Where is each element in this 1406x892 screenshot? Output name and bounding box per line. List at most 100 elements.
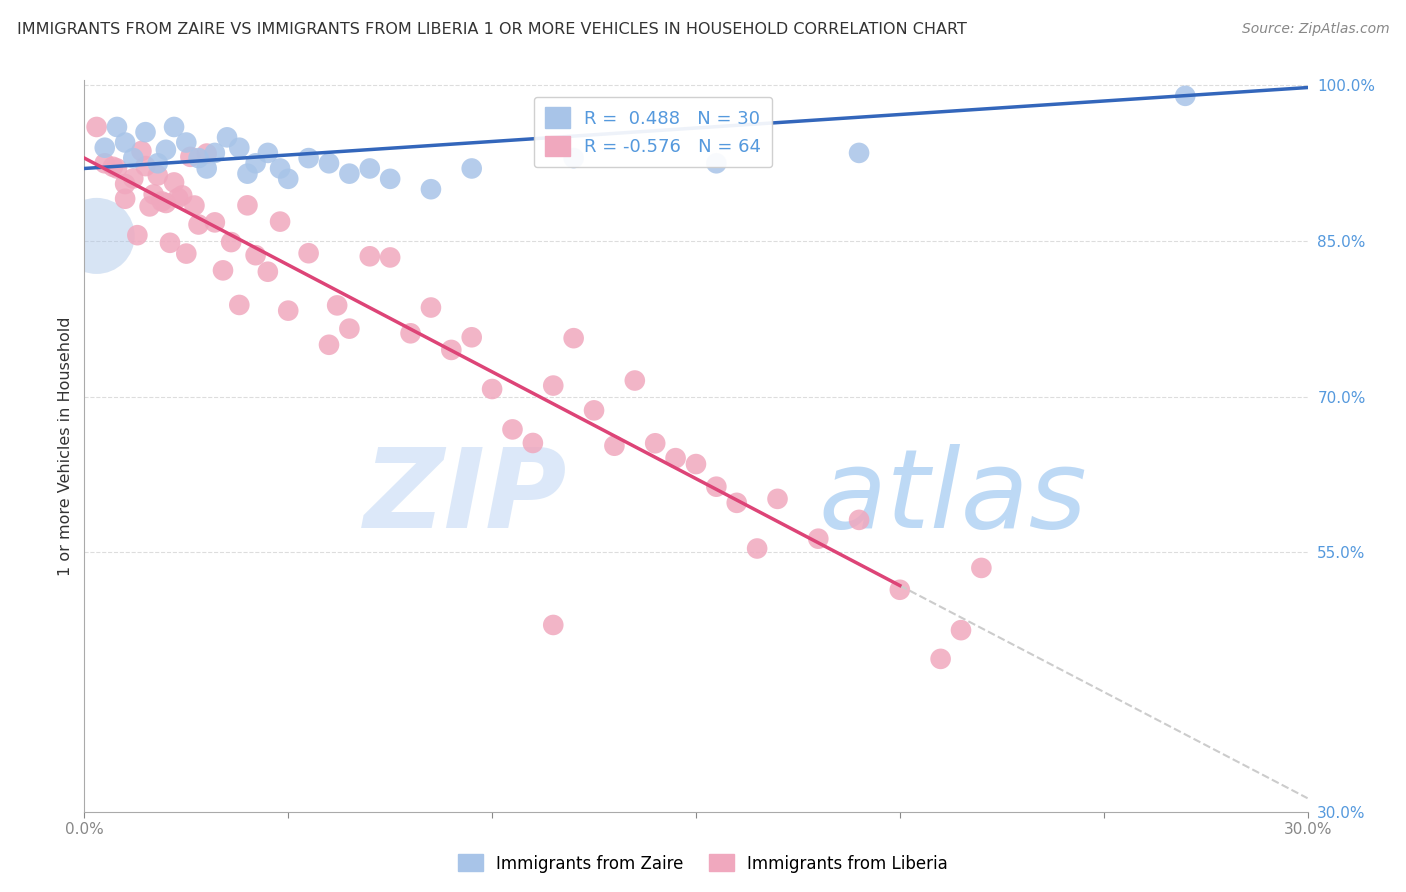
Point [380,171,402,186]
Point [195,146,218,161]
Point [135,125,157,139]
Point [766,491,789,506]
Point [138,199,160,213]
Point [359,249,381,263]
Point [298,246,321,260]
Text: ZIP: ZIP [364,443,568,550]
Point [114,177,136,191]
Point [848,145,870,160]
Point [86,120,108,134]
Legend: R =  0.488   N = 30, R = -0.576   N = 64: R = 0.488 N = 30, R = -0.576 N = 64 [534,96,772,167]
Point [848,513,870,527]
Point [150,194,173,209]
Text: IMMIGRANTS FROM ZAIRE VS IMMIGRANTS FROM LIBERIA 1 OR MORE VEHICLES IN HOUSEHOLD: IMMIGRANTS FROM ZAIRE VS IMMIGRANTS FROM… [17,22,967,37]
Point [929,652,952,666]
Point [155,196,177,211]
Point [277,303,299,318]
Point [644,436,666,450]
Point [167,191,190,205]
Point [1174,88,1197,103]
Point [183,198,205,212]
Point [131,144,153,158]
Point [747,541,769,556]
Point [195,161,218,176]
Point [562,151,585,165]
Y-axis label: 1 or more Vehicles in Household: 1 or more Vehicles in Household [58,317,73,575]
Point [105,161,128,176]
Point [269,161,291,176]
Point [172,188,194,202]
Point [245,156,267,170]
Point [101,160,124,174]
Point [179,150,201,164]
Legend: Immigrants from Zaire, Immigrants from Liberia: Immigrants from Zaire, Immigrants from L… [451,847,955,880]
Point [159,235,181,250]
Point [86,228,108,243]
Point [142,187,165,202]
Point [257,145,280,160]
Point [950,623,973,637]
Point [187,151,209,165]
Point [257,265,280,279]
Point [135,159,157,173]
Point [204,215,226,229]
Point [146,156,169,170]
Point [399,326,422,341]
Point [163,120,186,134]
Point [725,496,748,510]
Point [380,251,402,265]
Point [174,136,197,150]
Point [127,228,149,243]
Text: atlas: atlas [818,443,1087,550]
Point [187,218,209,232]
Point [228,141,250,155]
Point [502,422,524,436]
Point [543,618,565,632]
Point [440,343,463,357]
Point [219,235,242,249]
Point [204,145,226,160]
Point [93,141,115,155]
Point [228,298,250,312]
Point [543,378,565,392]
Point [155,143,177,157]
Point [583,403,606,417]
Point [522,436,544,450]
Point [105,120,128,134]
Point [970,561,993,575]
Point [420,182,443,196]
Point [665,451,688,466]
Point [339,167,361,181]
Point [461,161,484,176]
Point [277,171,299,186]
Point [889,582,911,597]
Point [236,198,259,212]
Point [318,156,340,170]
Point [93,156,115,170]
Point [245,248,267,262]
Point [326,298,349,312]
Point [318,338,340,352]
Point [217,130,239,145]
Point [122,171,145,186]
Point [461,330,484,344]
Point [359,161,381,176]
Point [481,382,503,396]
Point [298,151,321,165]
Point [603,439,626,453]
Point [685,457,707,471]
Text: Source: ZipAtlas.com: Source: ZipAtlas.com [1241,22,1389,37]
Point [807,532,830,546]
Point [706,480,728,494]
Point [562,331,585,345]
Point [163,176,186,190]
Point [339,321,361,335]
Point [624,374,647,388]
Point [114,136,136,150]
Point [269,214,291,228]
Point [212,263,235,277]
Point [174,246,197,260]
Point [420,301,443,315]
Point [122,151,145,165]
Point [146,169,169,183]
